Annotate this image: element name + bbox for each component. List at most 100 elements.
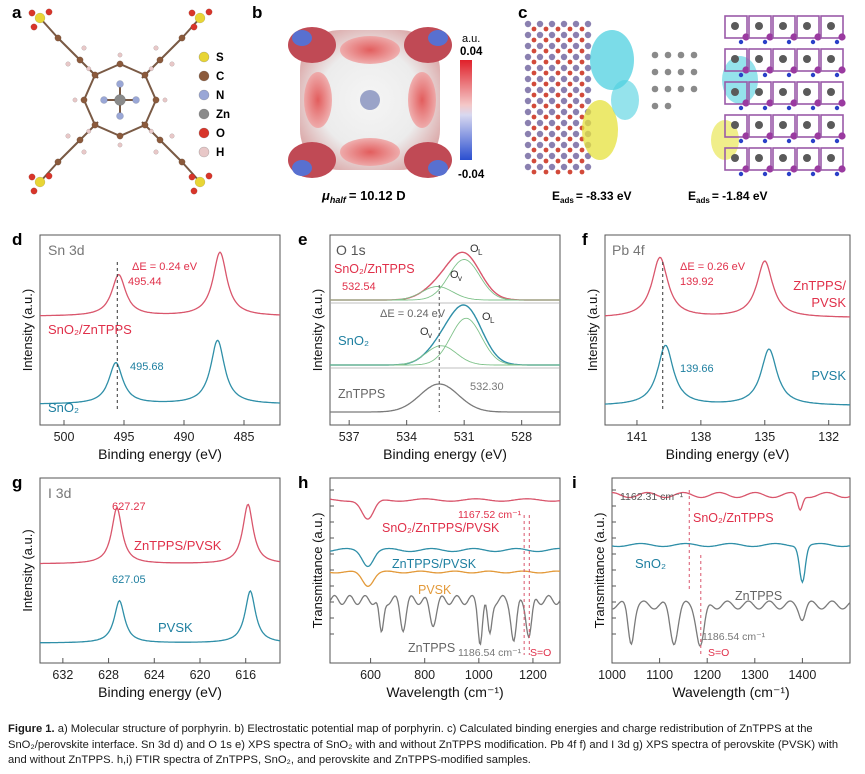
component-label: O — [420, 326, 429, 338]
atom — [65, 133, 71, 139]
binding-energy-pvsk: Eads = -1.84 eV — [688, 189, 768, 205]
lead-atom — [755, 88, 763, 96]
bond — [144, 74, 157, 101]
atom — [148, 128, 154, 134]
perovskite-cage — [796, 114, 820, 138]
sno2-atom — [524, 20, 532, 28]
oxygen-atom — [567, 169, 573, 175]
x-tick-label: 1000 — [465, 668, 493, 682]
legend-atom-icon — [198, 108, 210, 120]
atom — [141, 121, 149, 129]
porphyrin-atom — [690, 51, 698, 59]
atom — [205, 8, 213, 16]
oxygen-atom — [579, 114, 585, 120]
sno2-atom — [548, 97, 556, 105]
atom — [153, 45, 159, 51]
perovskite-cage — [748, 48, 772, 72]
sno2-atom — [572, 141, 580, 149]
sno2-atom — [536, 75, 544, 83]
sno2-atom — [548, 42, 556, 50]
x-axis-label: Binding energy (eV) — [383, 446, 507, 462]
oxygen-atom — [555, 81, 561, 87]
oxygen-atom — [579, 158, 585, 164]
porphyrin-atom — [664, 102, 672, 110]
ma-molecule — [786, 138, 792, 144]
lead-atom — [755, 121, 763, 129]
spectrum-line — [40, 503, 281, 565]
sno2-atom — [548, 108, 556, 116]
oxygen-atom — [543, 125, 549, 131]
sno2-atom — [560, 53, 568, 61]
series-label: ZnTPPS/PVSK — [134, 538, 222, 553]
sno2-atom — [584, 64, 592, 72]
lead-atom — [731, 55, 739, 63]
x-tick-label: 628 — [98, 668, 119, 682]
legend-atom-label: S — [216, 52, 224, 64]
atom — [114, 94, 126, 106]
lead-atom — [803, 154, 811, 162]
series-label: SnO₂ — [48, 400, 79, 415]
atom — [148, 66, 154, 72]
iodine-atom — [790, 66, 798, 74]
sno2-atom — [572, 64, 580, 72]
xps-pb4f-chart: 141 138 135 132 Binding energy (eV) Intensity… — [585, 234, 851, 462]
atom — [80, 96, 88, 104]
lead-atom — [827, 121, 835, 129]
sno2-atom — [560, 163, 568, 171]
porphyrin-atom — [677, 68, 685, 76]
iodine-atom — [742, 99, 750, 107]
oxygen-atom — [555, 48, 561, 54]
ma-molecule — [738, 105, 744, 111]
perovskite-cage — [796, 147, 820, 171]
ma-molecule — [834, 72, 840, 78]
oxygen-atom — [579, 81, 585, 87]
component-line — [330, 286, 560, 301]
sno2-atom — [572, 75, 580, 83]
ma-molecule — [834, 171, 840, 177]
sno2-atom — [572, 163, 580, 171]
series-label: ZnTPPS — [735, 589, 782, 603]
colorbar-max: 0.04 — [460, 46, 483, 58]
perovskite-cage — [724, 81, 748, 105]
charge-cloud — [711, 120, 739, 160]
panel-letter-f: f — [582, 230, 588, 249]
chart-title: O 1s — [336, 242, 366, 258]
lead-atom — [779, 55, 787, 63]
perovskite-cage — [820, 81, 844, 105]
lead-atom — [731, 154, 739, 162]
x-tick-label: 1100 — [646, 668, 673, 682]
atom — [190, 23, 198, 31]
bond — [83, 99, 96, 126]
oxygen-atom — [567, 136, 573, 142]
atom — [117, 142, 123, 148]
sno2-atom — [560, 97, 568, 105]
sno2-atom — [536, 42, 544, 50]
component-label: L — [490, 316, 495, 325]
interface-model — [522, 15, 850, 183]
sno2-atom — [548, 141, 556, 149]
oxygen-atom — [531, 81, 537, 87]
xps-o1s-chart: 537 534 531 528 Binding energy (eV) Intensity… — [310, 234, 561, 462]
perovskite-cage — [796, 15, 820, 39]
iodine-atom — [742, 132, 750, 140]
x-axis-label: Binding energy (eV) — [666, 446, 790, 462]
figure-caption: Figure 1. a) Molecular structure of porp… — [8, 722, 858, 769]
legend-atom-label: O — [216, 128, 225, 140]
ma-molecule — [834, 39, 840, 45]
oxygen-atom — [567, 26, 573, 32]
oxygen-atom — [567, 158, 573, 164]
sno2-atom — [524, 152, 532, 160]
peak-annotation: S=O — [708, 647, 729, 659]
porphyrin-atom — [690, 85, 698, 93]
perovskite-cage — [724, 15, 748, 39]
atom — [188, 173, 196, 181]
ma-molecule — [810, 105, 816, 111]
atom — [116, 112, 124, 120]
perovskite-cage — [748, 147, 772, 171]
oxygen-atom — [531, 136, 537, 142]
sno2-atom — [560, 20, 568, 28]
x-tick-label: 485 — [234, 430, 255, 444]
atom-legend: SCN Zn OH — [198, 51, 230, 159]
x-tick-label: 528 — [511, 430, 532, 444]
oxygen-atom — [543, 92, 549, 98]
